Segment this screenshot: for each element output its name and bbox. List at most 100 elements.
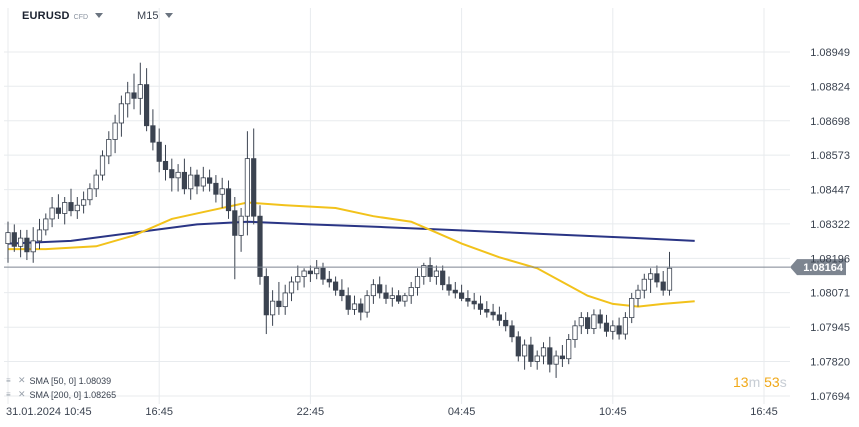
candle-body-bearish	[440, 270, 446, 286]
candle-body-bearish	[169, 169, 175, 179]
y-tick-label: 1.08573	[810, 150, 850, 162]
candle-body-bullish	[591, 314, 597, 329]
candle	[641, 273, 647, 299]
candle-body-bullish	[137, 84, 143, 99]
y-tick-label: 1.08322	[810, 219, 850, 231]
candle-body-bullish	[200, 177, 206, 187]
candle-body-bullish	[572, 325, 578, 340]
candle	[162, 144, 169, 181]
candle-body-bearish	[345, 295, 351, 310]
candle	[181, 158, 187, 195]
candle	[307, 265, 314, 282]
candle	[99, 150, 106, 181]
candle	[572, 320, 578, 348]
candle-body-bearish	[496, 314, 503, 321]
sma50-line	[8, 201, 695, 308]
candle	[660, 271, 666, 296]
candle-body-bullish	[364, 295, 370, 313]
candle-body-bullish	[87, 188, 93, 201]
candle-body-bearish	[206, 177, 213, 184]
x-tick-label: 16:45	[750, 406, 778, 418]
candle-body-bullish	[314, 267, 320, 275]
candle	[112, 114, 118, 154]
y-tick-label: 1.07694	[810, 391, 850, 403]
candle-body-bearish	[194, 174, 200, 187]
candle-body-bearish	[377, 284, 383, 294]
candle-body-bearish	[150, 125, 156, 143]
close-icon[interactable]: ✕	[18, 389, 26, 399]
legend-sma200: ≡ ✕ SMA [200, 0] 1.08265	[6, 389, 116, 400]
candle	[597, 309, 603, 329]
settings-icon[interactable]: ≡	[6, 375, 11, 385]
candle	[276, 281, 282, 315]
candle-body-bullish	[351, 303, 358, 310]
candle-body-bearish	[320, 267, 326, 280]
y-tick-label: 1.07945	[810, 322, 850, 334]
candle	[496, 306, 503, 326]
candle-body-bullish	[112, 122, 118, 140]
symbol-dropdown-chevron-icon[interactable]	[95, 13, 104, 18]
candle-body-bullish	[269, 300, 276, 316]
candle-countdown: 13m 53s	[733, 374, 787, 390]
candle	[528, 336, 534, 367]
candle-body-bearish	[358, 303, 364, 313]
candle	[36, 218, 43, 250]
candle-body-bullish	[125, 92, 131, 105]
candle-body-bearish	[24, 237, 30, 253]
candle	[295, 265, 301, 291]
candle-body-bullish	[175, 171, 181, 179]
y-tick-label: 1.08949	[810, 47, 850, 59]
y-tick-label: 1.08824	[810, 81, 850, 93]
candle-body-bullish	[534, 355, 540, 362]
candle-body-bearish	[232, 210, 238, 236]
timeframe-dropdown-chevron-icon[interactable]	[165, 13, 174, 18]
candle	[345, 287, 351, 315]
timeframe-selector[interactable]: M15	[137, 10, 159, 22]
countdown-minutes-unit: m	[748, 374, 761, 390]
candle	[339, 279, 345, 302]
candle	[332, 276, 339, 296]
symbol-name[interactable]: EURUSD	[22, 10, 70, 22]
x-tick-label: 04:45	[448, 406, 476, 418]
candle	[125, 81, 131, 118]
candle	[263, 268, 269, 335]
candle	[320, 262, 326, 285]
candle-body-bullish	[295, 276, 301, 283]
candle	[484, 301, 490, 318]
candle	[648, 268, 654, 293]
candle-body-bullish	[540, 347, 547, 357]
candle-body-bullish	[244, 158, 250, 217]
candle	[395, 290, 402, 304]
settings-icon[interactable]: ≡	[6, 389, 11, 399]
candle-body-bearish	[559, 355, 566, 360]
candle-body-bearish	[446, 284, 452, 291]
candle-body-bearish	[383, 292, 389, 299]
candle	[433, 265, 440, 285]
candle-body-bullish	[553, 355, 559, 365]
candle	[156, 128, 162, 173]
candle-body-bearish	[181, 171, 187, 190]
candle	[219, 177, 225, 208]
candle	[288, 276, 295, 302]
candle-body-bullish	[74, 204, 80, 212]
legend-sma50-label: SMA [50, 0] 1.08039	[29, 375, 112, 386]
candle	[269, 290, 276, 326]
candle-body-bearish	[68, 202, 74, 212]
candle	[610, 320, 616, 340]
candle-body-bearish	[503, 319, 509, 327]
candle	[458, 284, 465, 302]
candle-body-bearish	[654, 273, 660, 283]
candle	[49, 197, 55, 228]
candle	[244, 131, 250, 236]
candle	[118, 95, 124, 137]
candle	[351, 295, 358, 315]
candle-body-bullish	[578, 317, 584, 327]
candle-body-bearish	[660, 281, 666, 291]
close-icon[interactable]: ✕	[18, 375, 26, 385]
current-price-tag	[790, 259, 846, 276]
candle-body-bearish	[11, 232, 17, 247]
current-price-label: 1.08164	[803, 262, 844, 274]
candle	[547, 336, 553, 373]
x-tick-label: 22:45	[297, 406, 325, 418]
